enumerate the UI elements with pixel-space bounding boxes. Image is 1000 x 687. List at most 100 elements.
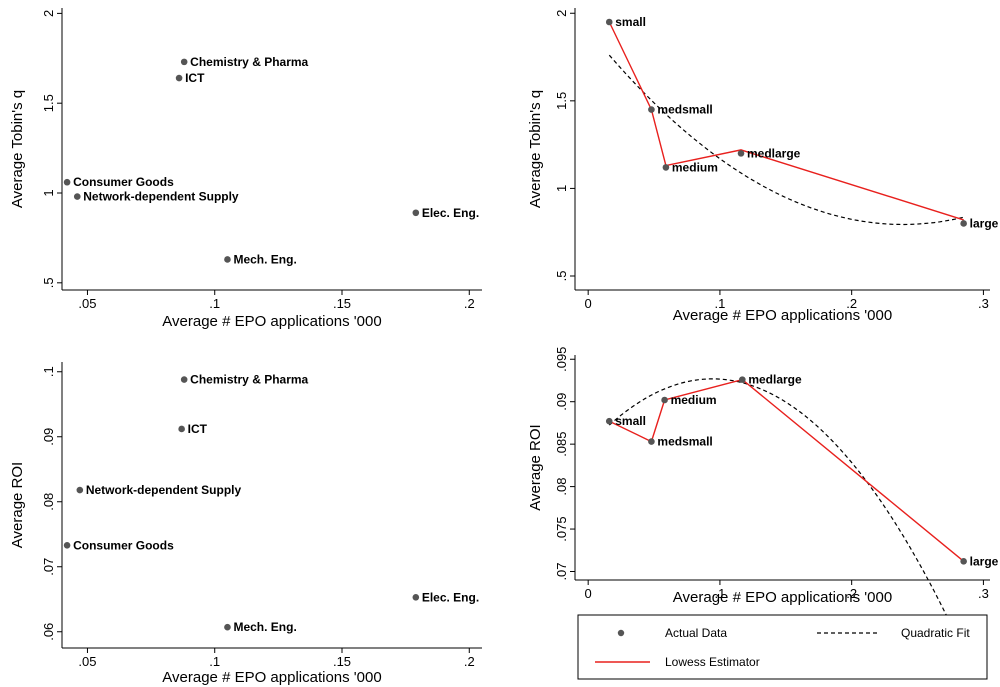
data-point <box>605 18 613 26</box>
data-point-label: Chemistry & Pharma <box>190 373 308 387</box>
data-point-label: Network-dependent Supply <box>83 190 239 204</box>
x-tick-label: .05 <box>78 296 96 311</box>
data-point-label: medsmall <box>657 103 712 117</box>
data-point <box>224 256 231 263</box>
data-point-label: Network-dependent Supply <box>86 483 242 497</box>
x-axis-title: Average # EPO applications '000 <box>162 669 381 686</box>
data-point <box>737 150 745 157</box>
x-axis-title: Average # EPO applications '000 <box>673 589 892 606</box>
y-tick-label: 2 <box>41 10 56 17</box>
x-tick-label: .2 <box>464 296 475 311</box>
y-tick-label: .5 <box>554 271 569 282</box>
data-point <box>648 438 655 445</box>
y-tick-label: .06 <box>41 623 56 641</box>
x-tick-label: .15 <box>333 654 351 669</box>
y-tick-label: .07 <box>554 562 569 580</box>
y-tick-label: .5 <box>41 277 56 288</box>
legend-actual-marker <box>617 629 625 637</box>
data-point-label: medium <box>672 160 718 174</box>
x-tick-label: .2 <box>464 654 475 669</box>
x-tick-label: .2 <box>846 296 857 311</box>
lowess-line <box>608 21 964 221</box>
data-point-label: Elec. Eng. <box>422 590 479 604</box>
y-tick-label: .085 <box>554 431 569 456</box>
data-point-label: large <box>970 216 999 230</box>
data-point <box>412 594 420 601</box>
legend-lowess-label: Lowess Estimator <box>665 655 760 669</box>
data-point-label: Chemistry & Pharma <box>190 55 308 69</box>
data-point <box>63 178 71 186</box>
y-tick-label: 1 <box>41 189 56 196</box>
y-axis-title: Average ROI <box>9 462 26 548</box>
y-tick-label: .07 <box>41 558 56 576</box>
data-point-label: large <box>970 554 999 568</box>
data-point-label: medsmall <box>657 435 712 449</box>
x-tick-label: .1 <box>209 654 220 669</box>
data-point-label: small <box>615 414 646 428</box>
data-point <box>178 425 185 433</box>
data-point <box>739 376 746 383</box>
data-point-label: medlarge <box>747 146 801 160</box>
y-tick-label: 1.5 <box>554 92 569 110</box>
data-point <box>661 396 668 404</box>
y-axis-title: Average Tobin's q <box>9 90 26 208</box>
x-tick-label: .1 <box>714 586 725 601</box>
y-axis-title: Average Tobin's q <box>527 90 544 208</box>
data-point <box>63 542 71 549</box>
y-tick-label: 1.5 <box>41 94 56 112</box>
panel-size-tobins-q: 0 .1 .2 .3 .5 1 1.5 2 Average # EPO applications… <box>527 8 999 324</box>
panel-size-roi: 0 .1 .2 .3 .07 .075 .08 .085 .09 .095 Average # EP… <box>527 347 999 652</box>
data-point-label: Mech. Eng. <box>233 620 296 634</box>
x-tick-label: .3 <box>978 586 989 601</box>
data-point-label: medium <box>671 393 717 407</box>
y-tick-label: .09 <box>554 393 569 411</box>
lowess-line <box>608 378 965 562</box>
y-tick-label: .09 <box>41 428 56 446</box>
y-tick-label: .075 <box>554 516 569 541</box>
data-point-label: ICT <box>188 422 208 436</box>
data-point-label: small <box>615 15 646 29</box>
x-axis-title: Average # EPO applications '000 <box>162 313 381 330</box>
y-tick-label: 1 <box>554 185 569 192</box>
x-tick-label: .1 <box>209 296 220 311</box>
legend: Actual Data Quadratic Fit Lowess Estimat… <box>577 614 988 680</box>
x-tick-label: 0 <box>585 296 592 311</box>
x-tick-label: .15 <box>333 296 351 311</box>
x-tick-label: 0 <box>585 586 592 601</box>
data-point <box>412 209 420 217</box>
data-point <box>180 376 188 383</box>
y-tick-label: .095 <box>554 347 569 372</box>
data-point-label: medlarge <box>748 373 802 387</box>
data-point-label: ICT <box>185 71 205 85</box>
y-tick-label: 2 <box>554 10 569 17</box>
data-point-label: Consumer Goods <box>73 538 174 552</box>
quadratic-fit-line <box>608 378 965 652</box>
data-point <box>960 220 967 227</box>
data-point <box>224 623 231 631</box>
quadratic-fit-line <box>608 54 964 226</box>
data-point-label: Consumer Goods <box>73 175 174 189</box>
legend-quadratic-label: Quadratic Fit <box>901 626 970 640</box>
data-point <box>605 417 613 425</box>
data-point <box>662 164 670 171</box>
x-axis-title: Average # EPO applications '000 <box>673 307 892 324</box>
data-point <box>175 74 183 82</box>
data-point <box>180 58 188 66</box>
panel-industry-tobins-q: .05 .1 .15 .2 .5 1 1.5 2 Average # EPO applicati… <box>9 8 482 330</box>
legend-actual-label: Actual Data <box>665 626 727 640</box>
data-point <box>648 106 655 113</box>
y-tick-label: .08 <box>554 478 569 496</box>
y-tick-label: .1 <box>41 366 56 377</box>
x-tick-label: .2 <box>846 586 857 601</box>
x-tick-label: .1 <box>714 296 725 311</box>
y-tick-label: .08 <box>41 493 56 511</box>
y-axis-title: Average ROI <box>527 424 544 510</box>
x-tick-label: .05 <box>78 654 96 669</box>
data-point <box>960 558 967 565</box>
data-point-label: Elec. Eng. <box>422 206 479 220</box>
data-point-label: Mech. Eng. <box>233 252 296 266</box>
data-point <box>73 193 81 200</box>
data-point <box>76 486 84 494</box>
